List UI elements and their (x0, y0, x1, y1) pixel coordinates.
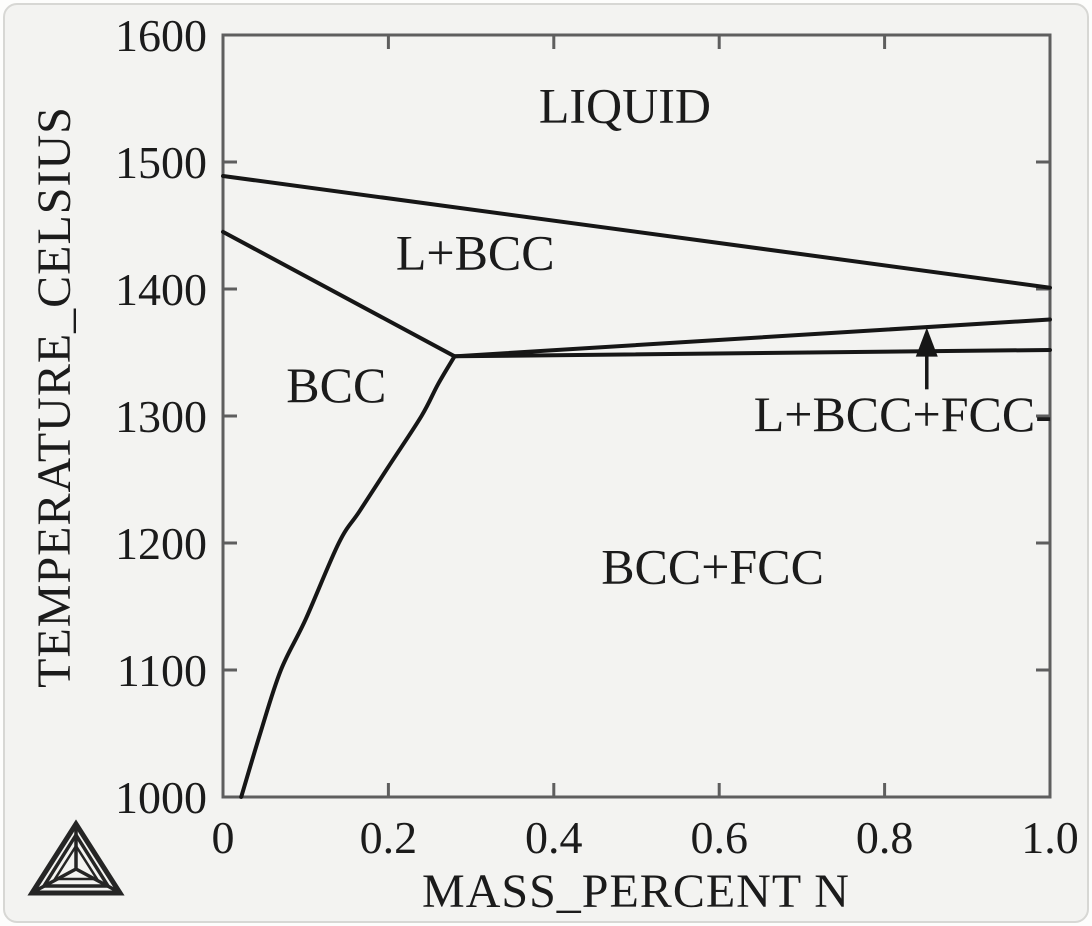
phase-label: LIQUID (539, 77, 711, 133)
thermo-calc-triangle-icon (27, 819, 125, 896)
x-tick-label: 0.8 (856, 812, 914, 863)
x-tick-label: 0.6 (690, 812, 748, 863)
y-tick-label: 1200 (115, 518, 207, 569)
phase-label: BCC (286, 357, 386, 413)
y-tick-label: 1600 (115, 10, 207, 61)
phase-boundary-line (221, 173, 1052, 290)
y-tick-label: 1300 (115, 391, 207, 442)
phase-boundary-line (221, 229, 457, 359)
y-tick-label: 1500 (115, 137, 207, 188)
y-tick-label: 1000 (115, 772, 207, 823)
y-tick-label: 1100 (117, 645, 207, 696)
phase-diagram-panel: 0 0.2 0.4 0.6 0.8 1.0 1000 1100 1200 1300 1400 1500… (3, 3, 1089, 923)
axis-tick-labels: 0 0.2 0.4 0.6 0.8 1.0 1000 1100 1200 1300 1400 1500… (115, 10, 1079, 863)
phase-diagram-chart: 0 0.2 0.4 0.6 0.8 1.0 1000 1100 1200 1300 1400 1500… (27, 10, 1079, 918)
phase-label: BCC+FCC (601, 538, 824, 594)
three-phase-arrow (915, 327, 938, 390)
x-tick-label: 0.2 (360, 812, 418, 863)
phase-boundaries (221, 173, 1052, 799)
phase-boundary-line (452, 317, 1052, 359)
phase-boundary-line (239, 354, 457, 799)
x-axis-title: MASS_PERCENT N (422, 865, 850, 918)
phase-label: L+BCC (396, 225, 555, 281)
x-tick-label: 0 (212, 812, 235, 863)
y-tick-label: 1400 (115, 264, 207, 315)
arrow-head (915, 327, 938, 357)
phase-boundary-line (452, 347, 1052, 359)
phase-label: L+BCC+FCC- (754, 386, 1052, 442)
x-tick-label: 1.0 (1021, 812, 1079, 863)
y-axis-title: TEMPERATURE_CELSIUS (28, 106, 81, 688)
axis-ticks (221, 33, 1052, 799)
x-tick-label: 0.4 (525, 812, 583, 863)
phase-region-labels: LIQUID L+BCC BCC BCC+FCC L+BCC+FCC- (286, 77, 1052, 594)
